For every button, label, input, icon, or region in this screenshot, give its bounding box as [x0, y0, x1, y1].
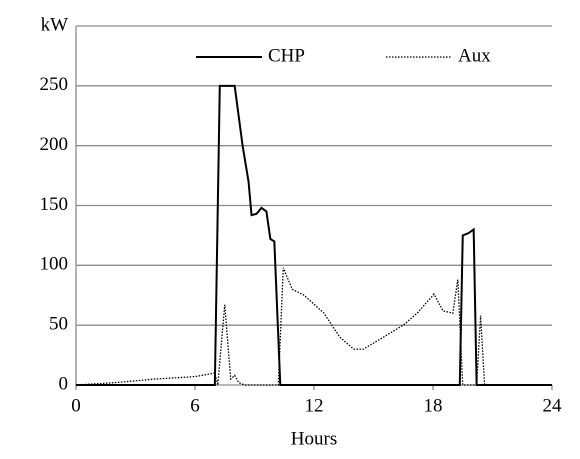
y-tick-label: 150 [40, 194, 69, 215]
x-tick-label: 24 [543, 395, 563, 416]
x-axis-label: Hours [291, 428, 337, 449]
x-tick-label: 6 [190, 395, 200, 416]
legend-label: Aux [458, 45, 491, 66]
legend-label: CHP [268, 45, 305, 66]
x-tick-label: 0 [71, 395, 81, 416]
line-series [76, 84, 552, 386]
x-tick-label: 12 [305, 395, 324, 416]
y-tick-label: 250 [40, 74, 69, 95]
line-series [75, 267, 552, 386]
y-tick-label: 200 [40, 134, 69, 155]
y-tick-label: 0 [59, 373, 69, 394]
y-tick-label: kW [41, 14, 69, 35]
x-tick-label: 18 [424, 395, 443, 416]
y-tick-label: 50 [49, 314, 68, 335]
y-tick-label: 100 [40, 254, 69, 275]
